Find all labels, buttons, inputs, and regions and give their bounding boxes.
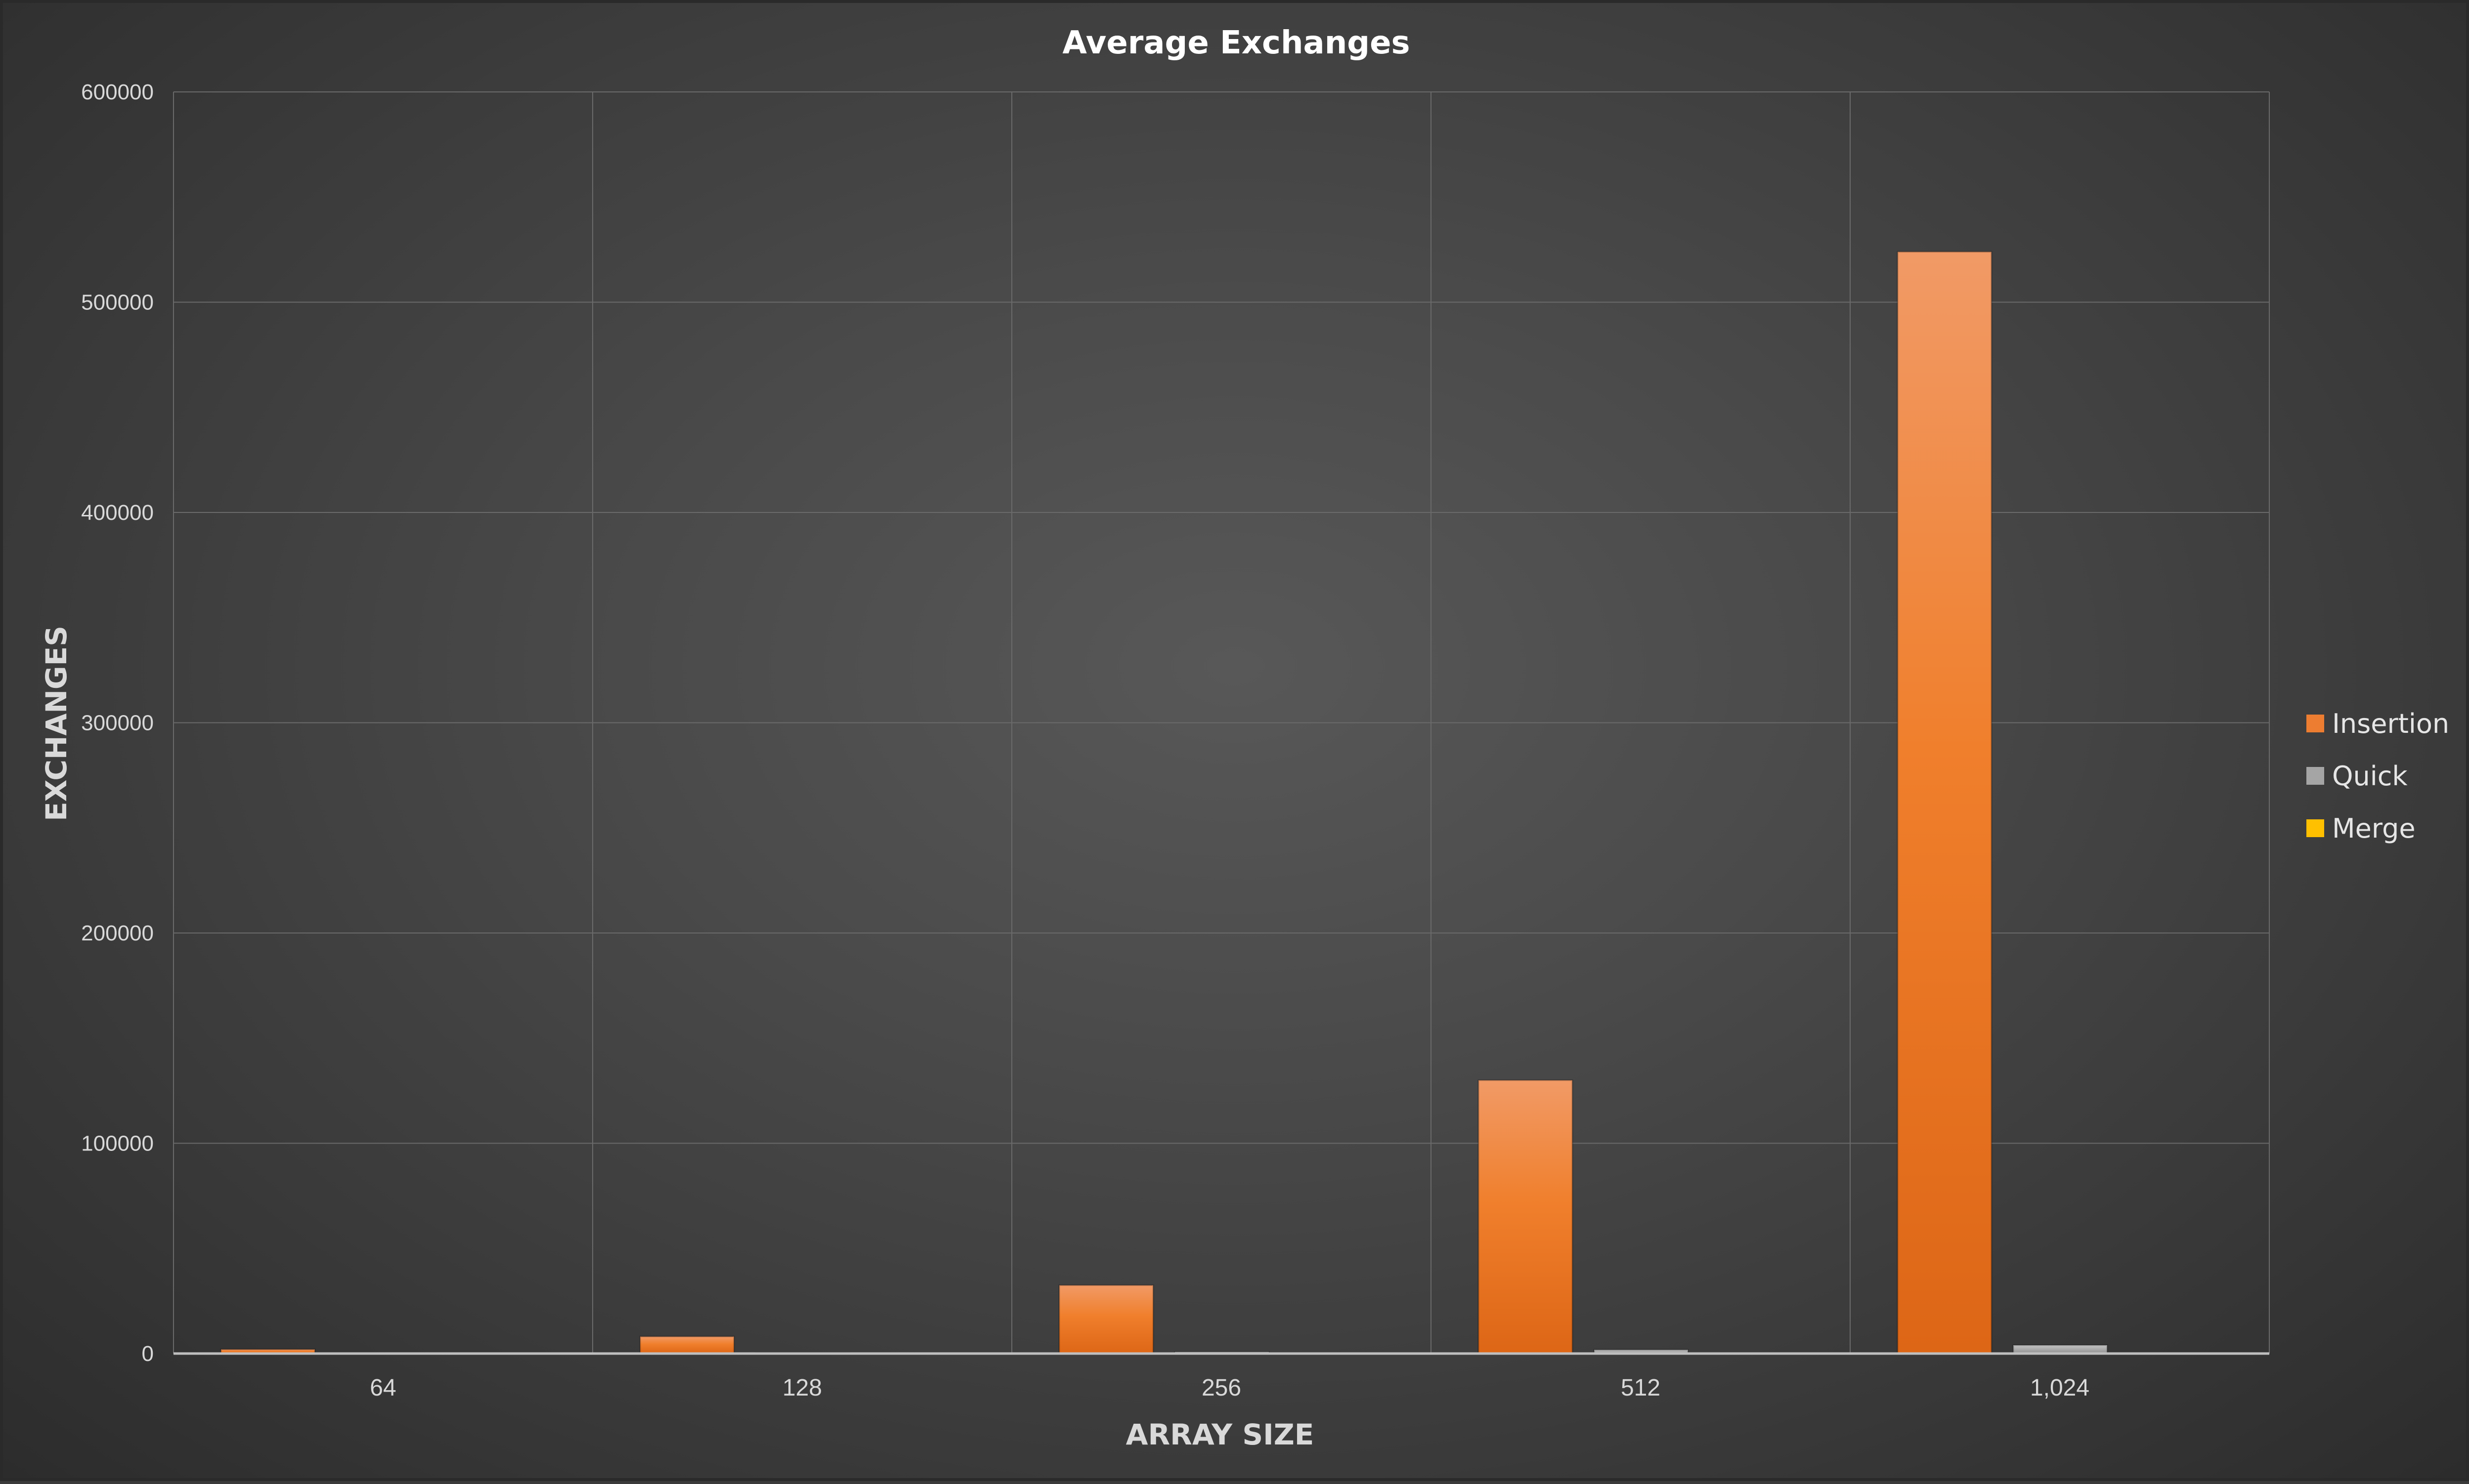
x-tick-label: 64 <box>370 1375 396 1401</box>
bar-insertion-128 <box>639 1336 735 1355</box>
chart-svg: Average Exchanges 0 100000 200000 300000 400… <box>40 25 2449 1451</box>
legend-label-merge: Merge <box>2332 813 2416 844</box>
y-tick-label: 500000 <box>81 291 154 315</box>
chart-title: Average Exchanges <box>1062 25 1410 61</box>
y-tick-label: 600000 <box>81 80 154 104</box>
x-axis-title: ARRAY SIZE <box>1126 1418 1314 1451</box>
x-tick-label: 512 <box>1621 1375 1660 1401</box>
y-tick-label: 200000 <box>81 921 154 945</box>
legend-label-quick: Quick <box>2332 761 2408 792</box>
y-axis-title: EXCHANGES <box>40 626 73 821</box>
bar-quick-1024 <box>2012 1344 2108 1355</box>
x-tick-label: 256 <box>1202 1375 1241 1401</box>
x-axis-ticks: 64 128 256 512 1,024 <box>370 1375 2089 1401</box>
y-tick-label: 0 <box>142 1342 154 1366</box>
legend-swatch-merge <box>2306 819 2324 837</box>
bar-insertion-512 <box>1477 1079 1573 1355</box>
legend-swatch-quick <box>2306 767 2324 785</box>
x-tick-label: 1,024 <box>2030 1375 2089 1401</box>
legend: Insertion Quick Merge <box>2306 708 2449 844</box>
y-tick-label: 400000 <box>81 501 154 525</box>
y-tick-label: 300000 <box>81 711 154 735</box>
bar-insertion-1024 <box>1897 251 1993 1355</box>
legend-label-insertion: Insertion <box>2332 708 2449 739</box>
x-tick-label: 128 <box>782 1375 822 1401</box>
legend-swatch-insertion <box>2306 715 2324 732</box>
bar-insertion-256 <box>1058 1284 1154 1355</box>
y-tick-label: 100000 <box>81 1132 154 1156</box>
y-axis-ticks: 0 100000 200000 300000 400000 500000 600000 <box>81 80 154 1366</box>
bars <box>220 251 2108 1355</box>
gridlines <box>173 91 2270 1354</box>
